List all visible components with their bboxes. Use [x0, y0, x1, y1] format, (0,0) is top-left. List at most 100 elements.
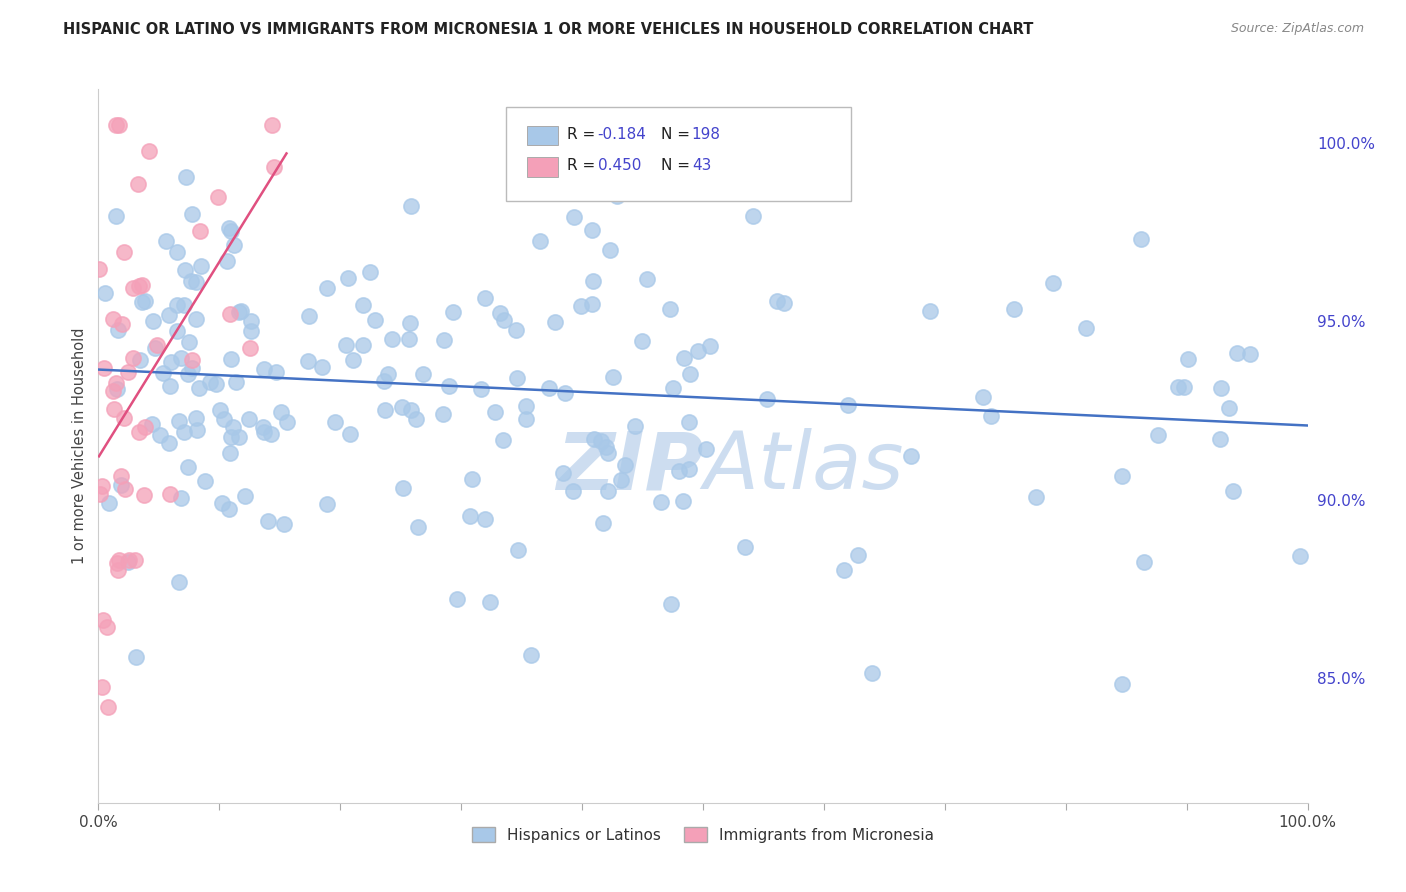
- Point: [215, 253, 238, 268]
- Point: [159, 487, 181, 501]
- Point: [488, 306, 510, 320]
- Point: [107, 323, 129, 337]
- Point: [219, 307, 242, 321]
- Point: [918, 303, 941, 318]
- Point: [224, 238, 246, 252]
- Point: [668, 465, 690, 479]
- Text: -0.184: -0.184: [598, 128, 647, 142]
- Point: [145, 337, 167, 351]
- Point: [105, 376, 128, 391]
- Point: [121, 351, 143, 365]
- Point: [91, 680, 114, 694]
- Point: [131, 294, 153, 309]
- Point: [602, 369, 624, 384]
- Point: [105, 209, 128, 223]
- Point: [157, 436, 180, 450]
- Point: [609, 473, 631, 487]
- Point: [598, 446, 620, 460]
- Point: [128, 425, 150, 439]
- Point: [219, 224, 242, 238]
- Point: [406, 520, 429, 534]
- Point: [270, 405, 292, 419]
- Point: [1177, 351, 1199, 366]
- Y-axis label: 1 or more Vehicles in Household: 1 or more Vehicles in Household: [72, 327, 87, 565]
- Point: [591, 434, 613, 448]
- Point: [505, 324, 527, 338]
- Point: [624, 419, 647, 434]
- Point: [412, 368, 434, 382]
- Point: [219, 446, 242, 460]
- Point: [89, 487, 111, 501]
- Point: [93, 285, 115, 300]
- Point: [1167, 380, 1189, 394]
- Point: [460, 508, 482, 523]
- Point: [235, 490, 257, 504]
- Point: [484, 404, 506, 418]
- Point: [157, 308, 180, 322]
- Text: Source: ZipAtlas.com: Source: ZipAtlas.com: [1230, 22, 1364, 36]
- Point: [662, 381, 685, 395]
- Point: [173, 298, 195, 312]
- Point: [734, 541, 756, 555]
- Point: [581, 223, 603, 237]
- Point: [167, 414, 190, 428]
- Point: [432, 407, 454, 421]
- Point: [596, 483, 619, 498]
- Point: [846, 548, 869, 562]
- Point: [678, 415, 700, 429]
- Point: [381, 332, 404, 346]
- Point: [91, 613, 114, 627]
- Point: [170, 491, 193, 505]
- Point: [756, 392, 779, 406]
- Point: [311, 359, 333, 374]
- Point: [177, 459, 200, 474]
- Point: [636, 271, 658, 285]
- Point: [208, 402, 231, 417]
- Point: [1025, 491, 1047, 505]
- Point: [166, 298, 188, 312]
- Point: [391, 481, 413, 495]
- Point: [1147, 428, 1170, 442]
- Text: N =: N =: [661, 159, 695, 173]
- Point: [571, 118, 593, 132]
- Point: [181, 361, 204, 376]
- Point: [111, 318, 134, 332]
- Point: [112, 410, 135, 425]
- Point: [398, 332, 420, 346]
- Point: [325, 415, 347, 429]
- Point: [544, 315, 567, 329]
- Point: [1239, 347, 1261, 361]
- Point: [105, 382, 128, 396]
- Point: [198, 375, 221, 389]
- Point: [399, 198, 422, 212]
- Point: [211, 495, 233, 509]
- Point: [363, 313, 385, 327]
- Point: [166, 324, 188, 338]
- Point: [373, 374, 395, 388]
- Point: [474, 291, 496, 305]
- Text: ZIP: ZIP: [555, 428, 703, 507]
- Point: [337, 271, 360, 285]
- Point: [167, 574, 190, 589]
- Point: [190, 260, 212, 274]
- Point: [142, 314, 165, 328]
- Text: 0.450: 0.450: [598, 159, 641, 173]
- Point: [96, 699, 118, 714]
- Point: [91, 478, 114, 492]
- Point: [110, 478, 132, 492]
- Point: [101, 384, 124, 398]
- Point: [87, 261, 110, 276]
- Text: Atlas: Atlas: [703, 428, 904, 507]
- Point: [1130, 232, 1153, 246]
- Point: [592, 516, 614, 530]
- Point: [1042, 277, 1064, 291]
- Point: [218, 221, 240, 235]
- Point: [134, 294, 156, 309]
- Point: [832, 563, 855, 577]
- Point: [443, 304, 465, 318]
- Point: [342, 352, 364, 367]
- Point: [470, 382, 492, 396]
- Point: [170, 351, 193, 365]
- Point: [672, 351, 695, 365]
- Point: [478, 594, 501, 608]
